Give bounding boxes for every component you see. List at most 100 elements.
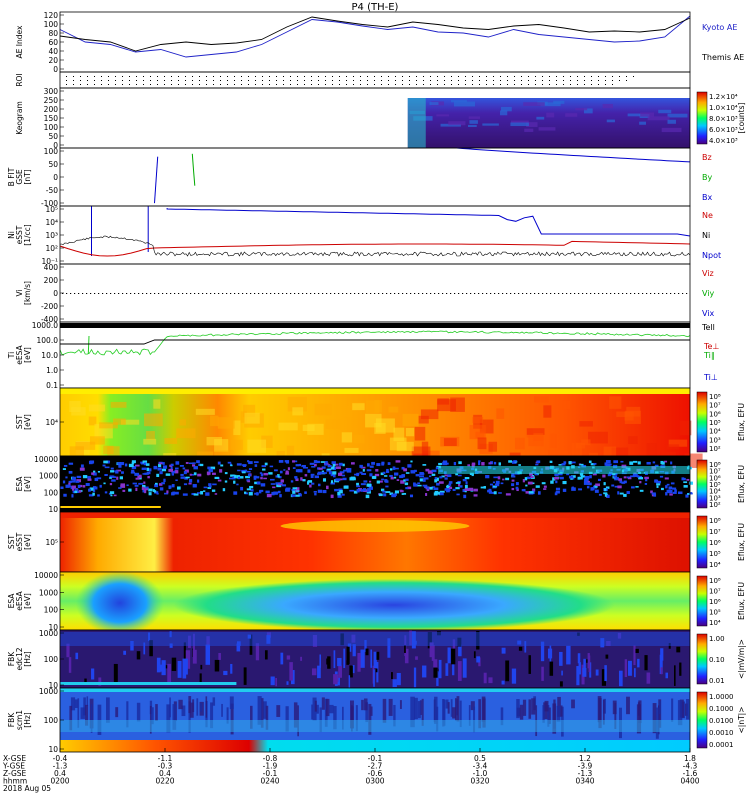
sst_e-colorbar-tick: 10⁵ [709,550,721,558]
esa-i-speck [438,492,444,496]
esa-i-speck [619,480,623,484]
ti-ylabel: eESA [15,344,24,364]
esa-i-speck [463,494,467,499]
keogram-streak [429,102,439,105]
esa-i-speck [543,488,547,490]
sst_i-colorbar-tick: 10⁸ [709,393,721,401]
fbk1-low-band [60,682,237,685]
esa_e-colorbar-tick: 10⁷ [709,588,721,596]
roi-dot [248,80,249,81]
fbk1-stripe [646,672,651,684]
esa-i-speck [580,475,586,478]
fbk1-stripe [528,655,531,674]
roi-dot [528,84,529,85]
sst_i-colorbar-tick: 10⁵ [709,419,721,427]
esa-i-speck [401,493,404,495]
esa-i-speck [419,475,424,478]
keogram-streak [667,119,676,124]
esa-i-speck [230,474,235,477]
esa-i-speck [660,487,664,491]
fbk2-stripe [450,699,453,717]
esa-i-speck [314,475,320,479]
esa-i-speck [515,482,519,486]
fbk2-stripe [86,696,89,706]
fbk1-stripe [665,672,669,679]
roi-dot [542,84,543,85]
sst_i-colorbar-tick: 10⁷ [709,402,721,410]
vi-zero-dot [602,293,604,294]
vi-zero-dot [202,293,204,294]
vi-zero-dot [498,293,500,294]
roi-dot [472,80,473,81]
fbk2-stripe [83,697,86,716]
vi-zero-dot [86,293,88,294]
vi-zero-dot [266,293,268,294]
ti-ytick-label: 1000.0 [32,321,58,330]
esa_i-colorbar-tick: 10⁷ [709,468,721,476]
ti-ytick-label: 10.0 [41,351,58,360]
esa-i-speck [464,488,470,492]
roi-dot [591,80,592,81]
fbk2-stripe [149,705,152,734]
esa-i-speck [391,493,396,498]
esa-i-speck [67,484,71,488]
ae-series-themis [59,16,691,52]
esa-i-speck [586,486,590,489]
vi-zero-dot [142,293,144,294]
esa-i-speck [349,489,355,492]
sst-i-block [286,445,295,456]
esa-i-speck [518,464,521,466]
vi-zero-dot [402,293,404,294]
esa-i-speck [392,466,396,470]
vi-ytick-label: -400 [41,315,58,324]
roi-dot [192,80,193,81]
esa-i-speck [126,484,129,486]
xaxis-tick-label: 0.5 [474,754,486,763]
roi-dot [486,76,487,77]
esa-i-speck [369,480,372,483]
ti-ylabel: Ti [7,352,16,359]
vi-zero-dot [506,293,508,294]
esa-i-speck [381,478,384,481]
roi-dot [577,84,578,85]
fbk2-stripe [519,704,524,720]
keogram-streak [450,100,467,103]
esa-i-speck [180,473,184,476]
esa-i-speck [79,467,85,471]
ae-ylabel: AE Index [15,25,24,58]
roi-dot [150,76,151,77]
fbk1-stripe [679,662,682,676]
esa-i-speck [318,483,321,487]
vi-zero-dot [434,293,436,294]
fbk2-stripe [470,701,475,711]
esa-i-speck [431,486,436,488]
sst-i-block [469,424,486,440]
bfit-series-bx-spike [154,156,159,204]
esa-i-speck [184,477,188,480]
vi-zero-dot [406,293,408,294]
esa-i-speck [205,492,210,496]
roi-dot [556,76,557,77]
esa_e-colorbar-tick: 10⁸ [709,577,721,585]
sst-i-block [164,438,178,444]
vi-zero-dot [338,293,340,294]
esa-i-speck [82,475,88,479]
esa-i-speck [236,483,239,486]
esa-i-speck [159,471,163,475]
esa-i-speck [337,494,342,498]
fbk1-stripe [505,660,510,682]
fbk1-stripe [183,642,186,660]
vi-zero-dot [358,293,360,294]
xaxis-tick-label: -0.1 [263,769,278,778]
esa-i-speck [405,472,410,474]
esa-i-speck [360,489,365,492]
keogram-edge [407,98,426,148]
ti-legend-ti-perp: Ti⊥ [703,373,718,382]
roi-dot [493,80,494,81]
fbk2-stripe [528,699,532,719]
esa-i-speck [307,469,311,473]
roi-dot [164,84,165,85]
esa-i-speck [627,477,632,480]
esa-i-speck [62,480,66,484]
roi-dot [346,80,347,81]
